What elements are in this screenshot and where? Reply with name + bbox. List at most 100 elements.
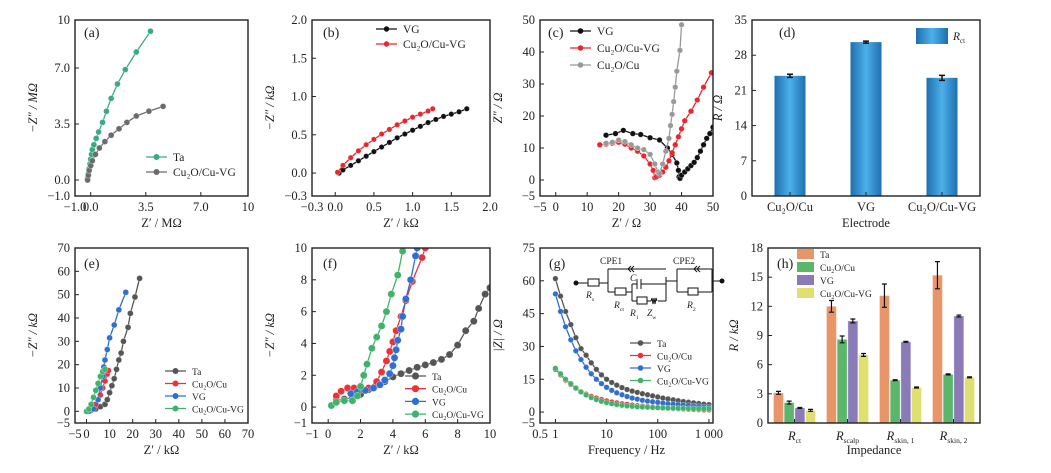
data-point: [708, 69, 713, 76]
data-point: [646, 134, 654, 141]
panel-a: −1.00.03.57.010−1.00.0 3.5 7.0 10Z′ / MΩ−Z″…: [26, 13, 254, 230]
data-point: [567, 336, 574, 343]
data-point: [697, 148, 704, 155]
x-tick-label: 0.0: [83, 200, 99, 214]
legend-label: Cu₂O/Cu-VG: [597, 43, 660, 55]
data-point: [598, 371, 605, 378]
data-point: [372, 333, 381, 341]
x-tick-label: 30: [644, 200, 657, 214]
data-point: [673, 68, 680, 75]
data-point: [469, 317, 478, 326]
y-tick-label: −5: [57, 416, 70, 430]
data-point: [106, 389, 113, 396]
x-tick-label: 10: [600, 427, 613, 441]
plot-area: [327, 248, 490, 410]
data-point: [656, 170, 663, 177]
data-point: [700, 141, 707, 148]
cpe2-label: CPE2: [673, 257, 695, 267]
data-point: [678, 125, 685, 132]
data-point: [411, 252, 420, 260]
bar: [942, 373, 954, 424]
data-point: [572, 334, 579, 341]
y-tick-label: 7: [741, 154, 747, 168]
data-point: [552, 275, 559, 282]
data-point: [700, 405, 707, 412]
x-tick-label: 50: [707, 200, 720, 214]
rct-label-main: R: [613, 301, 620, 311]
y-axis-label: R / Ω: [711, 95, 725, 122]
bar: [964, 376, 975, 424]
data-point: [608, 379, 615, 386]
error-bar: [914, 386, 920, 389]
error-bar: [861, 352, 867, 358]
data-point: [425, 108, 432, 115]
bar: [889, 379, 901, 424]
data-point: [639, 390, 646, 397]
data-point: [634, 403, 641, 410]
data-point: [620, 127, 627, 134]
data-point: [101, 366, 109, 373]
legend-label: VG: [820, 277, 834, 287]
data-point: [453, 341, 462, 349]
data-point: [406, 275, 415, 284]
r2-label-sub: 2: [693, 307, 696, 313]
data-point: [603, 384, 610, 391]
data-point: [382, 307, 391, 316]
x-tick-label: Rscalp: [835, 429, 859, 445]
data-point: [107, 131, 115, 139]
plot-area: [83, 275, 143, 415]
data-point: [644, 398, 651, 405]
data-point: [649, 398, 656, 405]
y-tick-label: 30: [523, 77, 536, 91]
data-point: [615, 136, 622, 144]
equivalent-circuit: [573, 265, 725, 305]
y-tick-label: 50: [58, 288, 71, 302]
data-point: [583, 364, 590, 371]
x-tick-label: 8: [455, 427, 461, 441]
legend-label: Cu₂O/Cu: [820, 264, 855, 274]
data-point: [695, 405, 702, 412]
panel-label: (a): [84, 26, 100, 41]
y-tick-label: 20: [523, 109, 536, 123]
data-point: [557, 293, 564, 300]
y-tick-label: −1.0: [47, 189, 70, 203]
legend-label: Cu₂O/Cu-VG: [657, 378, 709, 388]
legend-label: VG: [403, 24, 420, 36]
series-1: [84, 103, 167, 184]
data-point: [425, 119, 432, 126]
data-point: [598, 398, 605, 405]
x-tick-label: 2.0: [482, 200, 498, 214]
series-0: [83, 275, 143, 415]
error-bar: [775, 390, 781, 395]
data-point: [640, 146, 647, 153]
data-point: [334, 169, 341, 176]
data-point: [382, 357, 391, 365]
data-point: [672, 84, 679, 91]
legend-marker: [172, 380, 179, 387]
data-point: [640, 152, 647, 160]
bar: [794, 407, 806, 424]
y-axis-label: −Z″ / kΩ: [263, 313, 277, 358]
data-point: [609, 139, 616, 146]
data-point: [389, 361, 397, 370]
data-point: [437, 355, 446, 364]
y-axis-label: R / kΩ: [727, 320, 741, 353]
y-tick-label: 50: [523, 13, 536, 27]
data-point: [463, 105, 470, 112]
data-point: [122, 66, 129, 73]
data-point: [598, 380, 605, 387]
data-point: [397, 369, 405, 378]
data-point: [562, 376, 569, 383]
legend-swatch: [916, 28, 948, 44]
legend-marker: [411, 372, 420, 380]
data-point: [356, 382, 365, 391]
data-point: [672, 141, 679, 148]
y-tick-label: 1.5: [291, 51, 307, 65]
y-tick-label: 6: [301, 305, 307, 319]
data-point: [481, 290, 490, 299]
r1-label-main: R: [629, 309, 636, 319]
y-tick-label: 40: [523, 45, 536, 59]
zw-label: Zw: [647, 309, 657, 321]
data-point: [117, 349, 125, 357]
